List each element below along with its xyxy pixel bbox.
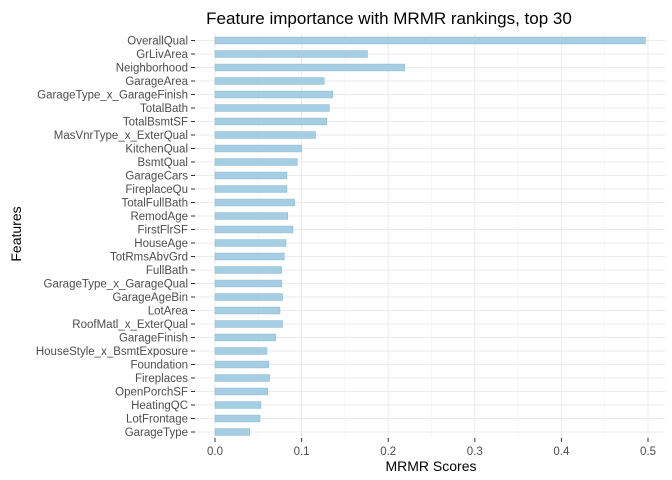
y-tick-label: RoofMatl_x_ExterQual [72, 319, 188, 331]
bar [214, 320, 283, 328]
bar [214, 225, 294, 234]
bar [214, 171, 288, 180]
y-tick-label: TotalBsmtSF [123, 117, 188, 129]
y-tick-label: GrLivArea [136, 49, 188, 61]
y-tick-label: BsmtQual [138, 157, 189, 169]
y-tick-label: TotalFullBath [122, 198, 188, 210]
y-tick-label: HouseAge [134, 238, 188, 250]
y-tick-label: FullBath [146, 265, 188, 277]
x-tick-label: 0.1 [294, 446, 310, 458]
y-tick-label: TotRmsAbvGrd [110, 252, 188, 264]
y-tick-label: GarageType [125, 427, 188, 439]
bar [214, 198, 295, 207]
y-tick-label: HouseStyle_x_BsmtExposure [36, 346, 188, 358]
x-tick-label: 0.0 [207, 446, 223, 458]
bar [214, 279, 282, 288]
y-tick-label: LotArea [148, 306, 189, 318]
bar [214, 347, 268, 355]
x-tick-label: 0.3 [467, 446, 483, 458]
bar [214, 428, 250, 436]
bar [214, 266, 282, 274]
bars [214, 36, 646, 436]
y-tick-label: GarageAgeBin [113, 292, 188, 304]
y-axis-title: Features [8, 206, 24, 261]
bar [214, 131, 316, 139]
bar [214, 90, 334, 99]
y-tick-label: OverallQual [127, 36, 188, 48]
y-tick-label: HeatingQC [131, 400, 188, 412]
bar [214, 77, 325, 85]
bar [214, 185, 288, 193]
bar [214, 293, 283, 301]
y-tick-label: Neighborhood [116, 63, 188, 75]
bar [214, 117, 328, 126]
x-tick-label: 0.4 [553, 446, 570, 458]
y-tick-label: MasVnrType_x_ExterQual [54, 130, 188, 142]
bar [214, 387, 269, 396]
bar [214, 374, 270, 382]
bar [214, 306, 281, 315]
bar [214, 36, 646, 45]
y-tick-label: GarageType_x_GarageQual [44, 279, 188, 291]
bar [214, 239, 287, 247]
chart-title: Feature importance with MRMR rankings, t… [206, 9, 572, 28]
x-axis-ticks: 0.0 0.1 0.2 0.3 0.4 0.5 [207, 438, 656, 458]
y-tick-label: GarageCars [125, 171, 188, 183]
y-tick-label: GarageFinish [119, 333, 188, 345]
bar [214, 333, 276, 342]
bar [214, 360, 269, 369]
bar [214, 212, 289, 220]
bar [214, 50, 368, 58]
x-axis-title: MRMR Scores [385, 458, 476, 474]
y-tick-label: GarageType_x_GarageFinish [37, 90, 188, 102]
y-tick-label: FireplaceQu [125, 184, 188, 196]
bar [214, 414, 261, 423]
bar [214, 63, 405, 72]
y-tick-label: FirstFlrSF [138, 225, 188, 237]
bar [214, 104, 330, 112]
y-tick-label: KitchenQual [125, 144, 188, 156]
x-tick-label: 0.5 [640, 446, 656, 458]
x-tick-label: 0.2 [380, 446, 396, 458]
y-tick-label: GarageArea [125, 76, 188, 88]
y-tick-label: Foundation [130, 360, 188, 372]
y-tick-label: LotFrontage [126, 414, 188, 426]
bar [214, 144, 302, 153]
y-tick-label: TotalBath [140, 103, 188, 115]
bar [214, 401, 262, 409]
y-tick-label: OpenPorchSF [115, 387, 188, 399]
y-tick-label: Fireplaces [135, 373, 188, 385]
y-tick-label: RemodAge [130, 211, 188, 223]
bar [214, 252, 285, 261]
bar [214, 158, 298, 166]
